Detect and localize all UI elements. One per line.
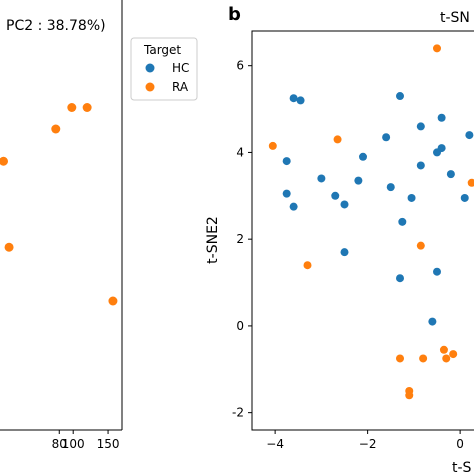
panel-b-y-tick-label: 2 xyxy=(236,232,244,246)
panel-b-point-hc xyxy=(331,191,340,200)
panel-b-point-hc xyxy=(416,161,425,170)
panel-b-points xyxy=(268,44,474,400)
panel-b-point-hc xyxy=(317,174,326,183)
panel-b-point-hc xyxy=(354,176,363,185)
panel-b-letter: b xyxy=(228,4,241,25)
panel-b-point-hc xyxy=(398,217,407,226)
panel-a-x-tick-label: 80 xyxy=(52,437,67,451)
panel-b-y-tick-label: 6 xyxy=(236,59,244,73)
legend-title: Target xyxy=(143,43,181,57)
panel-b-point-hc xyxy=(289,202,298,211)
panel-b-point-ra xyxy=(396,354,404,363)
panel-b-point-hc xyxy=(396,92,404,101)
panel-b-point-ra xyxy=(405,391,414,400)
legend-marker-ra xyxy=(145,82,155,92)
panel-b-point-ra xyxy=(333,135,342,144)
panel-b-point-ra xyxy=(416,241,425,250)
panel-a-point-ra xyxy=(4,242,14,252)
panel-b-y-tick-label: 0 xyxy=(236,319,244,333)
panel-a-points xyxy=(0,103,118,306)
panel-b-point-hc xyxy=(416,122,425,131)
panel-b-x-tick-label: −2 xyxy=(359,437,377,451)
panel-b-point-ra xyxy=(439,345,448,354)
panel-a-ylabel: PC2 : 38.78%) xyxy=(6,18,106,34)
panel-b-point-hc xyxy=(446,170,455,179)
panel-b-title: t-SN xyxy=(440,10,470,26)
panel-a-x-tick-label: 150 xyxy=(97,437,120,451)
panel-b-point-hc xyxy=(396,274,404,283)
panel-b-point-ra xyxy=(303,261,312,270)
panel-b-y-tick-label: -2 xyxy=(232,406,244,420)
panel-b-point-ra xyxy=(268,141,277,150)
panel-b-x-tick-label: −4 xyxy=(266,437,284,451)
panel-b-x-axis: −4 −2 0 xyxy=(266,430,464,451)
legend: Target HC RA xyxy=(130,37,198,101)
panel-b-point-hc xyxy=(340,248,349,257)
legend-label-hc: HC xyxy=(172,61,189,75)
panel-b-point-ra xyxy=(442,354,451,363)
panel-b-frame xyxy=(251,30,474,431)
panel-b: b t-SN t-SNE2 t-S -2 0 2 4 6 −4 −2 0 xyxy=(205,4,474,474)
panel-b-point-ra xyxy=(419,354,428,363)
panel-b-point-hc xyxy=(465,131,474,140)
panel-b-point-ra xyxy=(433,44,441,53)
panel-b-y-axis: -2 0 2 4 6 xyxy=(232,59,252,420)
panel-b-y-tick-label: 4 xyxy=(236,145,244,159)
panel-b-point-hc xyxy=(386,183,395,192)
panel-a-point-ra xyxy=(108,296,118,306)
panel-b-point-hc xyxy=(289,94,298,103)
panel-b-point-hc xyxy=(296,96,305,105)
panel-b-x-tick-label: 0 xyxy=(456,437,464,451)
panel-a-point-ra xyxy=(0,156,8,166)
panel-a-point-ra xyxy=(82,103,92,112)
panel-b-point-ra xyxy=(449,350,458,359)
panel-b-point-hc xyxy=(428,317,437,326)
panel-b-point-hc xyxy=(340,200,349,209)
panel-b-point-hc xyxy=(282,157,291,166)
panel-b-point-hc xyxy=(359,152,367,161)
legend-marker-hc xyxy=(145,63,155,73)
panel-b-point-hc xyxy=(433,148,441,157)
panel-b-ylabel: t-SNE2 xyxy=(205,216,221,264)
panel-b-xlabel: t-S xyxy=(452,460,472,474)
panel-a-x-tick-label: 100 xyxy=(62,437,85,451)
legend-label-ra: RA xyxy=(172,80,189,94)
panel-b-point-hc xyxy=(460,193,469,202)
panel-b-point-hc xyxy=(407,193,416,202)
panel-b-point-hc xyxy=(433,267,441,276)
panel-b-point-hc xyxy=(382,133,391,142)
panel-b-point-hc xyxy=(437,113,446,122)
panel-b-point-hc xyxy=(282,189,291,198)
panel-b-point-ra xyxy=(467,178,474,187)
panel-a-point-ra xyxy=(67,103,77,112)
panel-a-point-ra xyxy=(51,124,61,134)
